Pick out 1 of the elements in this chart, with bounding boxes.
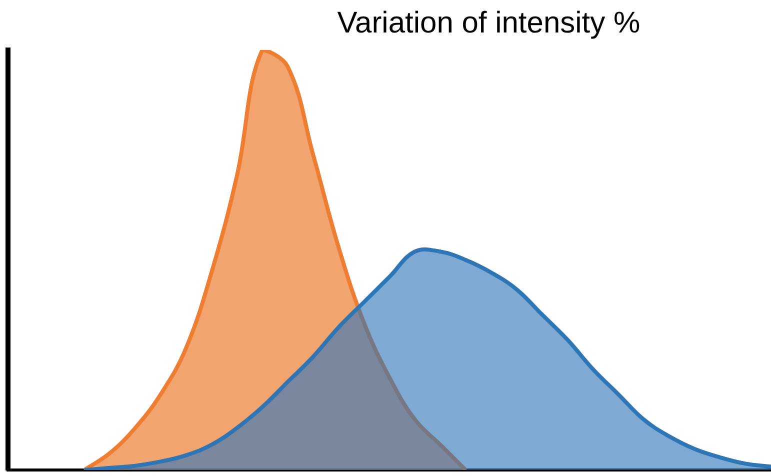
chart-title: Variation of intensity % [337,6,640,40]
